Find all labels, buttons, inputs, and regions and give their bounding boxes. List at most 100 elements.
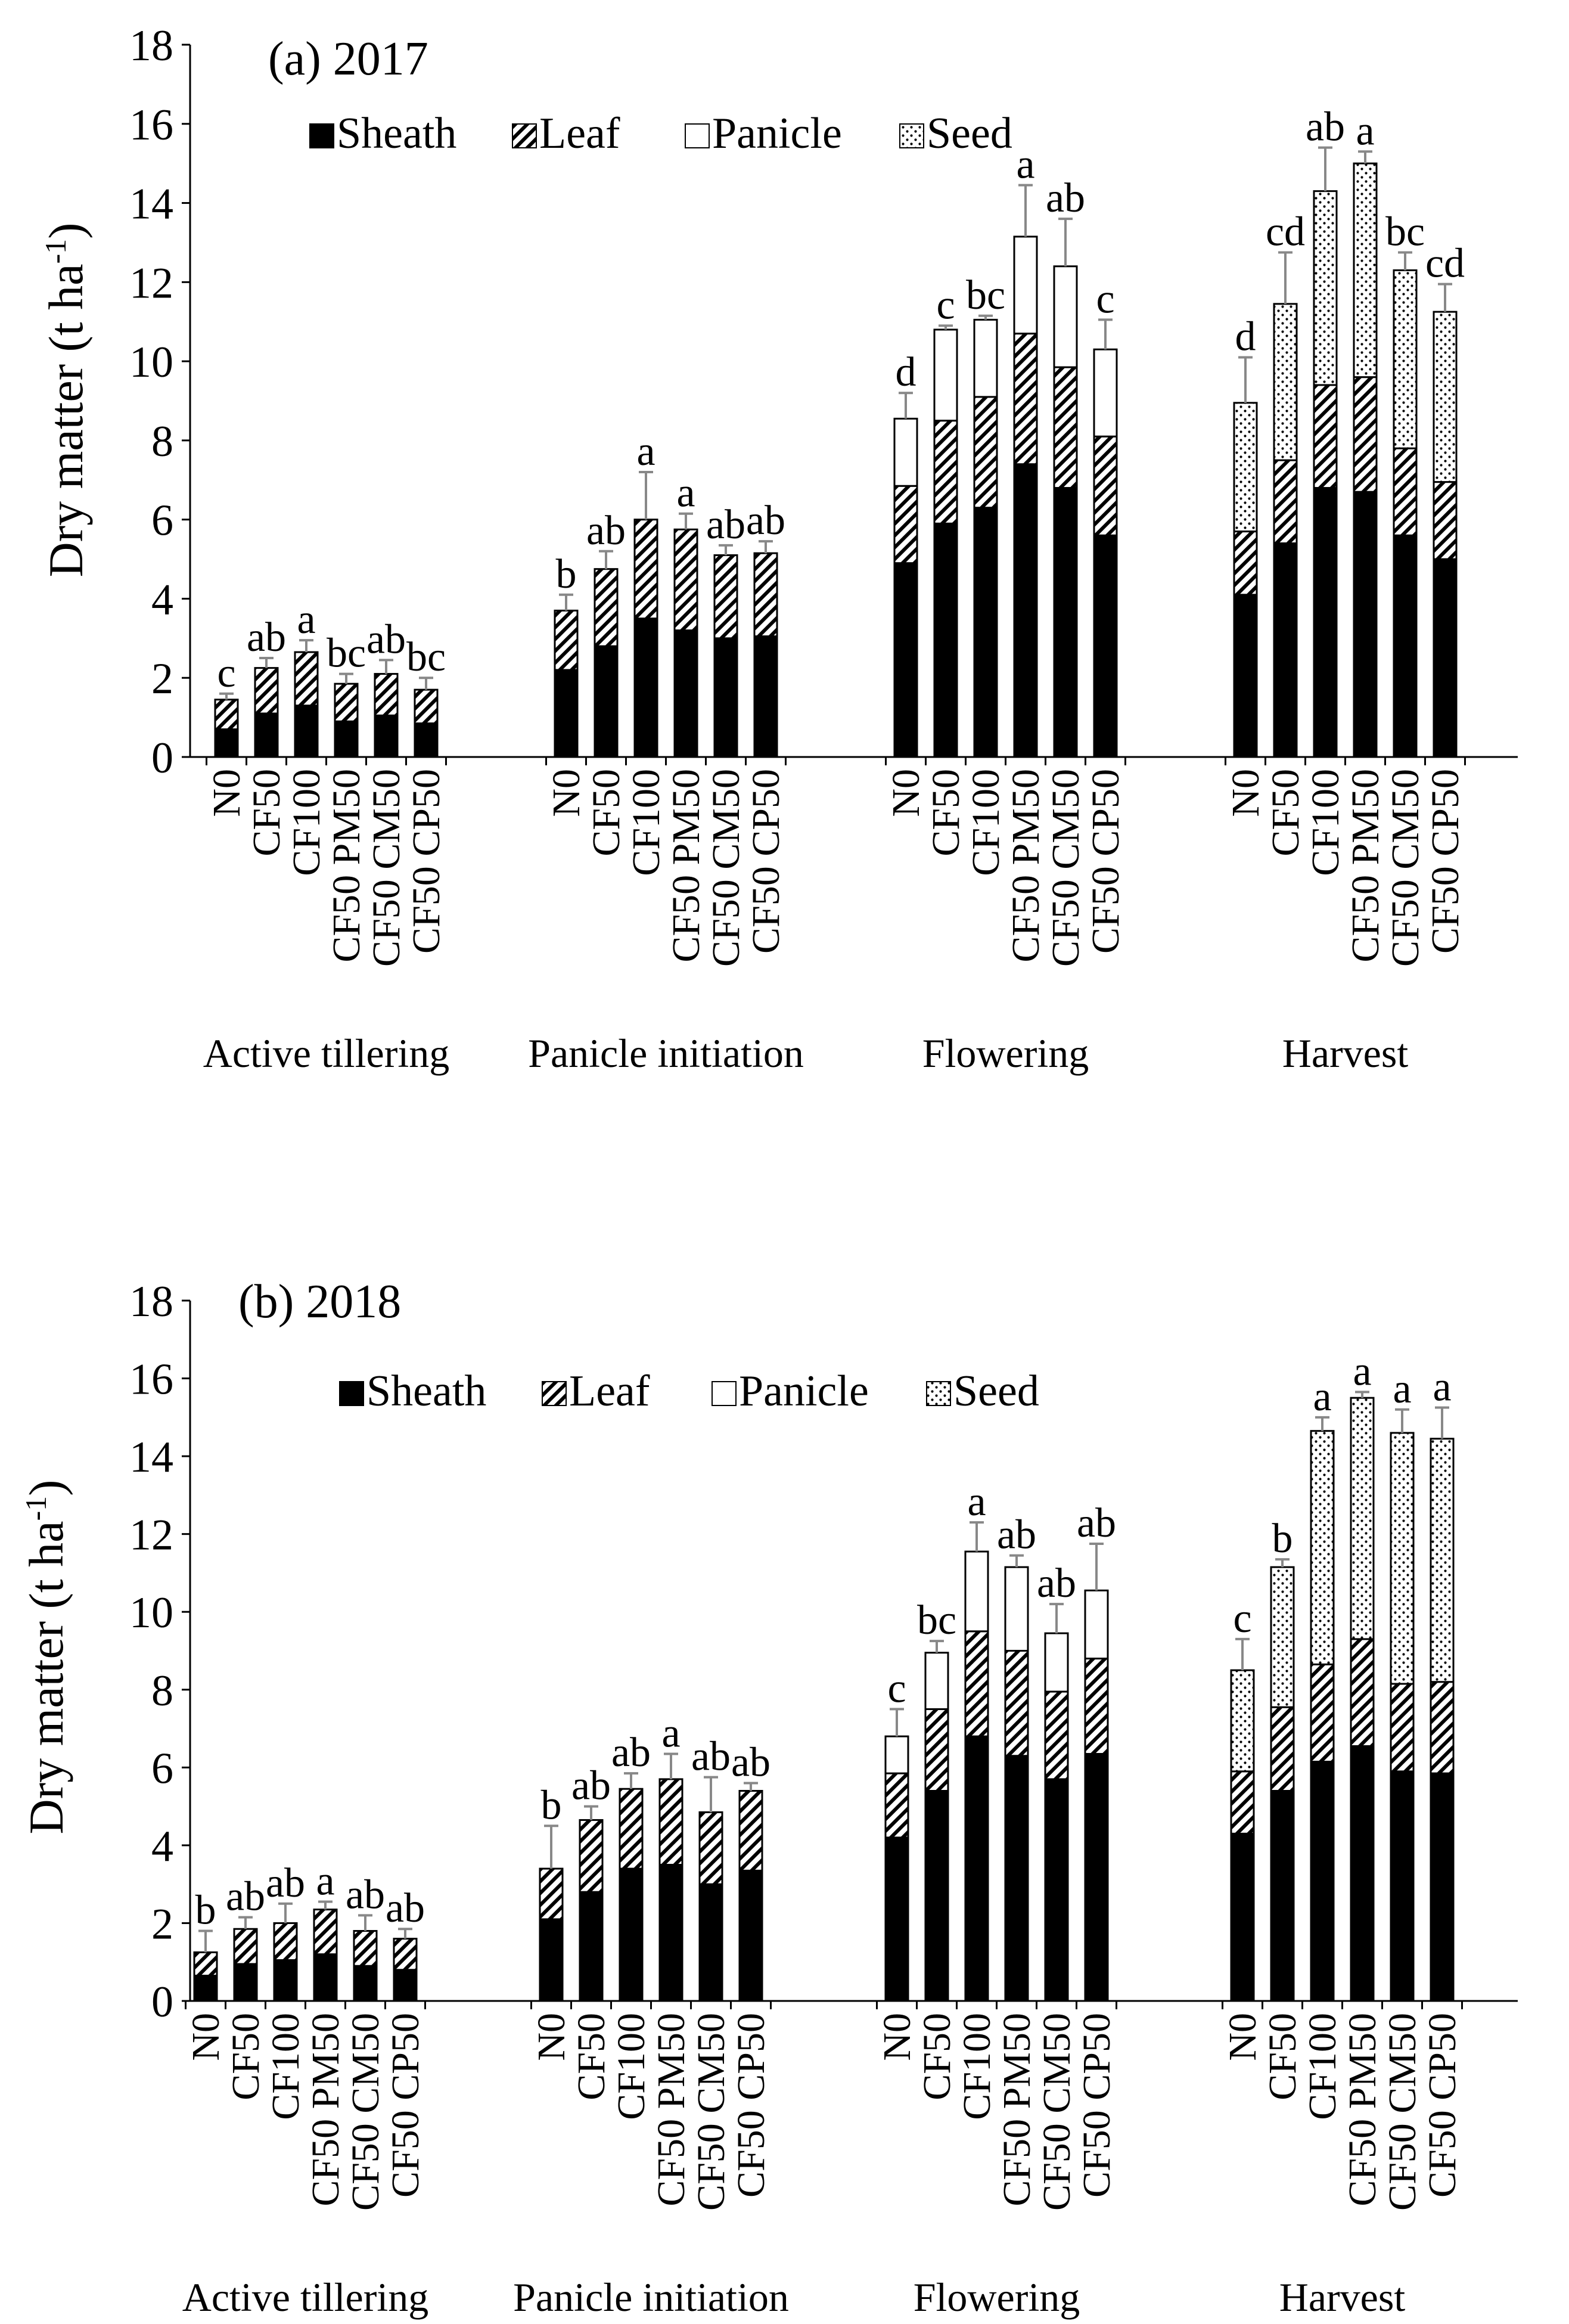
chart-title: (b) 2018 <box>238 1276 401 1328</box>
bar-segment-sheath <box>1310 1761 1335 2002</box>
y-tick-label: 0 <box>151 1978 173 2027</box>
bar-segment-leaf <box>964 1630 989 1737</box>
legend: Sheath Leaf Panicle Seed <box>339 1367 1039 1416</box>
bar-segment-sheath <box>973 507 998 758</box>
bar-letter: ab <box>366 616 406 662</box>
bar-segment-leaf <box>1044 1690 1069 1780</box>
x-tick-label: CF50 CM50 <box>344 2013 387 2211</box>
bar-segment-sheath <box>1053 487 1078 758</box>
bar-segment-sheath <box>633 618 658 758</box>
bar-segment-seed <box>1393 269 1418 449</box>
y-tick-label: 10 <box>129 338 173 387</box>
x-tick-label: N0 <box>545 769 588 817</box>
y-tick-label: 6 <box>151 1744 173 1793</box>
bar-letter: ab <box>1037 1560 1076 1606</box>
bar-segment-panicle <box>1004 1566 1029 1652</box>
bar-segment-panicle <box>1044 1632 1069 1693</box>
bar-segment-leaf <box>214 699 239 731</box>
y-tick-label: 6 <box>151 497 173 545</box>
bar-segment-leaf <box>1390 1683 1415 1773</box>
bar-segment-leaf <box>1233 530 1258 596</box>
bar-segment-sheath <box>233 1963 258 2002</box>
legend-label-seed: Seed <box>927 109 1012 158</box>
legend-swatch-seed <box>899 123 924 148</box>
chart-title: (a) 2017 <box>268 33 428 85</box>
bar-segment-leaf <box>374 673 399 716</box>
y-tick-label: 8 <box>151 417 173 466</box>
bar-letter: a <box>1353 1348 1371 1394</box>
bar-letter: d <box>896 349 916 395</box>
bar-letter: ab <box>706 502 745 548</box>
y-tick-label: 0 <box>151 734 173 783</box>
bar-segment-sheath <box>1044 1778 1069 2002</box>
bar-segment-leaf <box>353 1930 378 1967</box>
x-tick-label: CF50 CP50 <box>1424 769 1467 954</box>
bar-segment-sheath <box>554 669 579 758</box>
bar-segment-sheath <box>1350 1745 1375 2002</box>
bar-letter: a <box>1433 1364 1451 1410</box>
x-tick-label: CF50 <box>224 2013 268 2100</box>
bar-segment-leaf <box>753 552 778 638</box>
bar-segment-leaf <box>594 568 619 647</box>
bar-segment-leaf <box>673 528 698 632</box>
bar-segment-leaf <box>1270 1706 1295 1792</box>
x-tick-label: CF50 CM50 <box>1384 769 1427 967</box>
y-tick-label: 4 <box>151 575 173 624</box>
bar-letter: a <box>1393 1366 1411 1412</box>
bar-segment-leaf <box>334 682 359 722</box>
bar-letter: bc <box>327 631 366 677</box>
x-tick-label: CF50 <box>1264 769 1307 857</box>
x-tick-label: CF50 <box>1261 2013 1304 2100</box>
bar-segment-panicle <box>964 1550 989 1633</box>
bar-letter: ab <box>1077 1500 1116 1546</box>
bar-letter: bc <box>1385 209 1425 255</box>
significance-letters: c ab a bc ab bc b ab a a ab ab d c bc a … <box>217 104 1465 696</box>
y-ticks: 0 2 4 6 8 10 12 14 16 18 <box>129 1277 173 2027</box>
bar-segment-panicle <box>1093 348 1118 438</box>
x-tick-label: CF50 CM50 <box>689 2013 733 2211</box>
bar-segment-leaf <box>1353 376 1378 493</box>
x-tick-label: CF100 <box>264 2013 307 2120</box>
bar-segment-sheath <box>539 1918 564 2002</box>
x-tick-label: CF50 CP50 <box>1075 2013 1119 2198</box>
bar-segment-leaf <box>1084 1658 1109 1755</box>
bar-segment-panicle <box>1013 235 1038 335</box>
bar-letter: cd <box>1266 209 1305 255</box>
bar-segment-sheath <box>1393 534 1418 758</box>
bar-segment-leaf <box>193 1951 218 1977</box>
x-tick-label: CF100 <box>964 769 1008 876</box>
bar-segment-panicle <box>924 1652 949 1710</box>
bar-letter: ab <box>731 1739 770 1785</box>
bar-segment-sheath <box>1430 1772 1455 2002</box>
x-tick-label: CF50 CP50 <box>405 769 448 954</box>
bar-letter: c <box>887 1665 906 1711</box>
bar-letter: c <box>1233 1596 1251 1642</box>
y-tick-label: 4 <box>151 1822 173 1871</box>
bar-segment-leaf <box>233 1928 258 1965</box>
bar-marks <box>193 1391 1455 2002</box>
bar-segment-seed <box>1350 1397 1375 1640</box>
y-tick-label: 16 <box>129 101 173 150</box>
x-tick-label: CF50 CP50 <box>744 769 788 954</box>
bar-segment-seed <box>1230 1669 1255 1773</box>
bar-segment-sheath <box>1273 542 1298 758</box>
x-tick-label: CF50 PM50 <box>304 2013 347 2207</box>
y-tick-label: 10 <box>129 1588 173 1637</box>
bar-letter: a <box>316 1858 334 1904</box>
x-tick-label: CF50 CM50 <box>704 769 748 967</box>
bar-segment-leaf <box>658 1778 683 1866</box>
bar-letter: a <box>676 470 695 516</box>
bar-letter: ab <box>1306 104 1345 150</box>
bar-letter: ab <box>1046 175 1085 221</box>
y-tick-label: 14 <box>129 1433 173 1482</box>
y-tick-label: 18 <box>129 1277 173 1326</box>
bar-segment-sheath <box>294 705 319 758</box>
bar-segment-leaf <box>633 519 658 620</box>
legend-label-panicle: Panicle <box>739 1367 869 1416</box>
bar-segment-leaf <box>1013 333 1038 466</box>
bar-segment-leaf <box>893 485 918 564</box>
legend-label-sheath: Sheath <box>366 1367 486 1416</box>
bar-segment-seed <box>1310 1430 1335 1665</box>
x-tick-label: CF50 PM50 <box>995 2013 1039 2207</box>
x-tick-label: N0 <box>1221 2013 1264 2061</box>
